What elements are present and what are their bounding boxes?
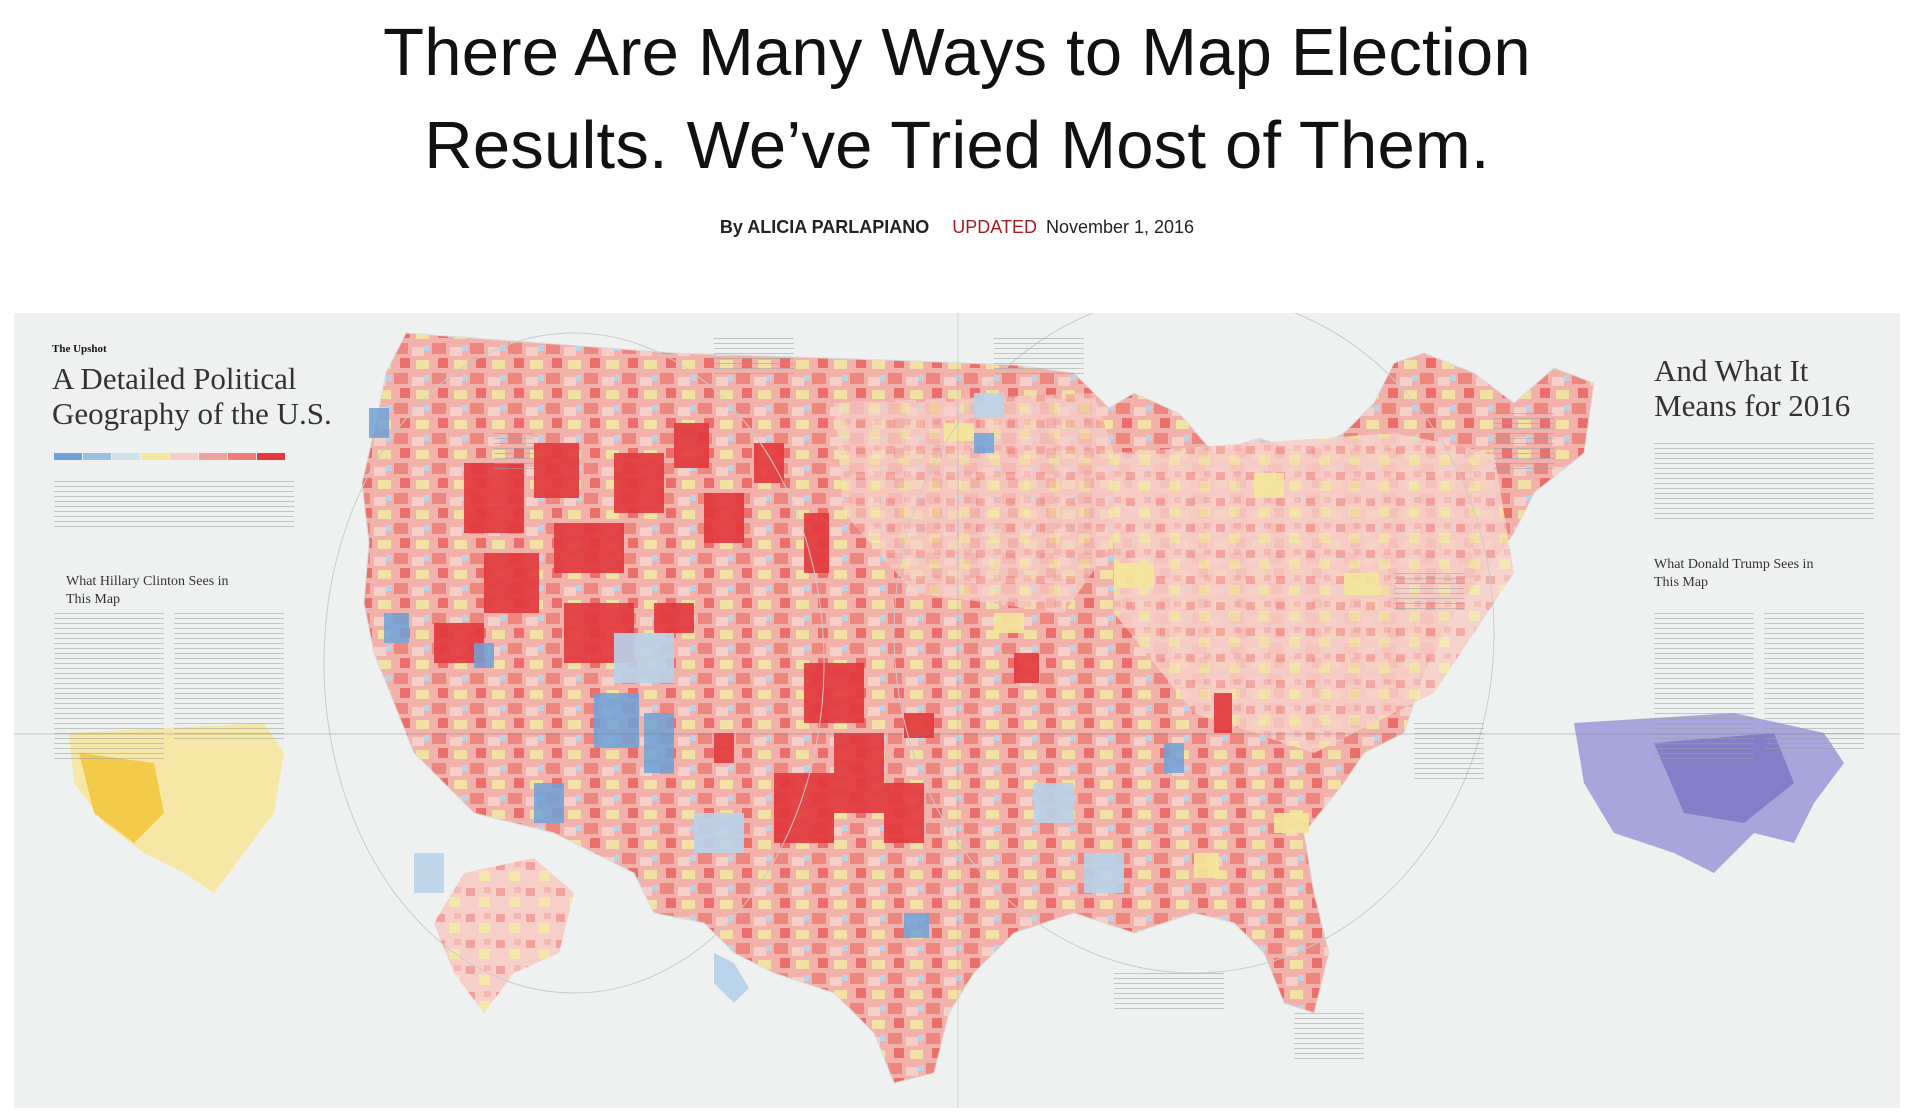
- map-region-northeast: [1114, 433, 1514, 753]
- newspaper-map-photo: The Upshot A Detailed Political Geograph…: [14, 313, 1900, 1108]
- color-scale-legend: [54, 447, 286, 465]
- clinton-column-2: [174, 613, 284, 743]
- map-title-right: And What It Means for 2016: [1654, 353, 1851, 423]
- democratic-counties: [369, 408, 1184, 938]
- annotation-text-8: [494, 433, 534, 473]
- annotation-text-2: [994, 338, 1084, 378]
- updated-label: UPDATED: [952, 217, 1037, 237]
- map-kicker: The Upshot: [52, 343, 107, 355]
- byline: By ALICIA PARLAPIANO UPDATED November 1,…: [0, 217, 1914, 238]
- author-link[interactable]: By ALICIA PARLAPIANO: [719, 217, 930, 237]
- annotation-text-4: [1394, 573, 1464, 613]
- map-title-left: A Detailed Political Geography of the U.…: [52, 361, 332, 431]
- paper-fold-vertical: [957, 313, 959, 1108]
- subhead-clinton: What Hillary Clinton Sees in This Map: [66, 574, 229, 607]
- trump-column-2: [1764, 613, 1864, 753]
- yellow-counties: [944, 423, 1379, 878]
- hawaii-shape: [714, 953, 749, 1003]
- alaska-shape: [434, 858, 574, 1013]
- paper-fold-horizontal: [14, 733, 1900, 735]
- headline-line-1: There Are Many Ways to Map Election: [383, 15, 1531, 90]
- map-illustration: [69, 313, 1844, 1084]
- headline-line-2: Results. We’ve Tried Most of Them.: [424, 108, 1490, 183]
- clinton-column-1: [54, 613, 164, 763]
- annotation-text-1: [714, 338, 794, 378]
- inset-hispanic-dense: [79, 753, 164, 843]
- intro-text-block: [54, 481, 294, 531]
- trump-column-1: [1654, 613, 1754, 763]
- annotation-text-3: [1494, 413, 1554, 473]
- map-region-midwest: [834, 393, 1134, 613]
- annotation-text-6: [1294, 1013, 1364, 1063]
- annotation-text-5: [1114, 973, 1224, 1013]
- article-headline: There Are Many Ways to Map Election Resu…: [0, 6, 1914, 192]
- light-blue-counties: [414, 393, 1124, 893]
- annotation-text-7: [1414, 723, 1484, 783]
- trump-intro-text: [1654, 443, 1874, 523]
- publish-date: November 1, 2016: [1045, 217, 1195, 237]
- subhead-trump: What Donald Trump Sees in This Map: [1654, 557, 1814, 590]
